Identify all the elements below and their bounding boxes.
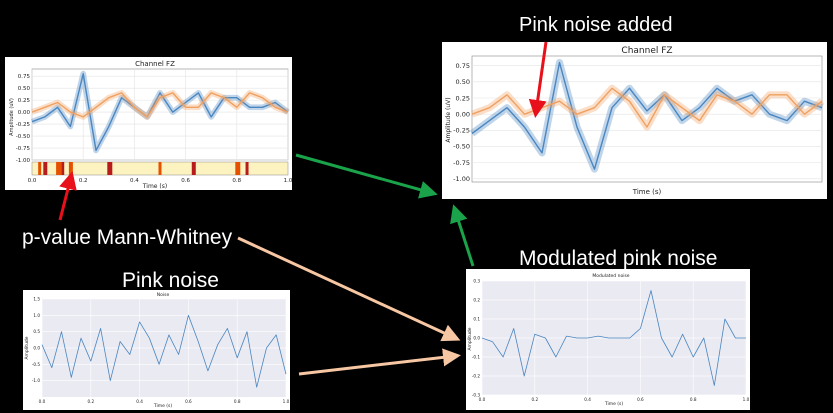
x-axis-label: Time (s) <box>153 403 173 409</box>
pvalue-bar <box>68 162 73 175</box>
series-line <box>41 314 287 388</box>
y-tick-label: -0.5 <box>32 362 41 367</box>
y-tick-label: 0.50 <box>456 78 470 86</box>
channel-fz-large-chart: Channel FZ 0.75 0.50 0.25 0.00 -0.25 -0.50 -0.… <box>445 46 825 196</box>
x-tick-label: 0.4 <box>130 178 139 184</box>
x-tick-label: 0.8 <box>232 178 241 184</box>
modulated-noise-chart: Modulated noise 0.3 0.2 0.1 0.0 -0.1 -0.2 -0.3… <box>467 273 750 407</box>
peach-arrow-pvalue-to-modulated <box>237 236 461 342</box>
y-tick-label: 0.50 <box>18 86 31 92</box>
x-axis-label: Time (s) <box>632 188 662 196</box>
x-axis-label: Time (s) <box>142 183 167 190</box>
pvalue-bar <box>245 162 249 175</box>
y-tick-label: 0.75 <box>18 74 31 80</box>
x-tick-label: 0.4 <box>584 397 591 402</box>
pvalue-bar <box>191 162 196 175</box>
modulated-pink-noise-label: Modulated pink noise <box>519 247 718 270</box>
y-tick-label: -1.0 <box>32 378 41 383</box>
y-tick-label: -0.3 <box>472 392 481 397</box>
y-tick-label: 0.00 <box>18 110 31 116</box>
pvalue-bar <box>38 162 42 175</box>
chart-title: Channel FZ <box>621 46 672 56</box>
pink-noise-chart: Noise 1.5 1.0 0.5 0.0 -0.5 -1.0 0.0 0.2 0.4 0.6 0… <box>24 292 290 409</box>
y-tick-label: -0.75 <box>16 146 31 152</box>
red-arrow-p-value <box>58 171 77 221</box>
pvalue-bar <box>61 162 65 175</box>
y-tick-label: 1.5 <box>33 296 40 301</box>
channel-fz-large-panel: Channel FZ 0.75 0.50 0.25 0.00 -0.25 -0.50 -0.… <box>442 42 827 199</box>
y-tick-label: 0.1 <box>473 316 480 321</box>
channel-fz-small-chart: Channel FZ 0.75 0.50 0.25 0.00 -0.25 -0.50 -0.… <box>9 60 292 190</box>
x-tick-label: 0.6 <box>637 397 644 402</box>
y-tick-label: 0.2 <box>473 297 480 302</box>
y-tick-label: 0.0 <box>473 335 480 340</box>
y-tick-label: 0.25 <box>456 94 470 102</box>
pvalue-bar <box>107 162 113 175</box>
x-tick-label: 0.8 <box>690 397 697 402</box>
x-axis-label: Time (s) <box>604 401 624 407</box>
pvalue-bar <box>56 162 62 175</box>
y-tick-label: 1.0 <box>33 313 40 318</box>
series-line <box>31 73 289 152</box>
y-tick-label: -1.00 <box>453 175 470 183</box>
chart-title: Modulated noise <box>592 273 629 279</box>
x-tick-label: 1.0 <box>743 397 750 402</box>
plot-area <box>471 55 823 183</box>
x-tick-label: 0.2 <box>79 178 88 184</box>
x-tick-label: 0.2 <box>87 399 94 404</box>
y-tick-label: 0.00 <box>456 110 470 118</box>
y-tick-label: 0.25 <box>18 98 31 104</box>
y-tick-label: -0.2 <box>472 373 481 378</box>
y-tick-label: -1.00 <box>16 158 31 164</box>
x-tick-label: 0.6 <box>181 178 190 184</box>
green-arrow-modulated-to-large <box>450 204 475 267</box>
y-tick-label: 0.3 <box>473 278 480 283</box>
pink-noise-label: Pink noise <box>122 269 219 292</box>
peach-arrow-pinknoise-to-modulated <box>298 348 461 376</box>
series-line <box>481 290 746 386</box>
series-line <box>471 61 823 170</box>
y-tick-label: -0.50 <box>453 143 470 151</box>
y-tick-label: -0.25 <box>16 122 31 128</box>
modulated-noise-panel: Modulated noise 0.3 0.2 0.1 0.0 -0.1 -0.2 -0.3… <box>466 269 750 410</box>
x-tick-label: 0.8 <box>234 399 241 404</box>
channel-fz-small-panel: Channel FZ 0.75 0.50 0.25 0.00 -0.25 -0.50 -0.… <box>5 57 292 190</box>
y-axis-label: Amplitude <box>467 327 473 350</box>
x-tick-label: 0.6 <box>185 399 192 404</box>
y-tick-label: -0.1 <box>472 354 481 359</box>
y-tick-label: -0.75 <box>453 159 470 167</box>
x-tick-label: 0.4 <box>136 399 143 404</box>
x-tick-label: 1.0 <box>284 178 292 184</box>
green-arrow-small-to-large <box>295 153 438 199</box>
series-line <box>31 92 289 118</box>
red-arrow-pink-noise-added <box>528 41 548 118</box>
x-tick-label: 0.2 <box>531 397 538 402</box>
y-tick-label: -0.25 <box>453 127 470 135</box>
chart-title: Noise <box>157 292 170 298</box>
pvalue-bar <box>43 162 48 175</box>
y-tick-label: 0.75 <box>456 62 470 70</box>
pvalue-bar <box>235 162 241 175</box>
x-tick-label: 0.0 <box>479 397 486 402</box>
p-value-label: p-value Mann-Whitney <box>22 226 233 249</box>
chart-title: Channel FZ <box>135 60 175 68</box>
y-tick-label: -0.50 <box>16 134 31 140</box>
x-tick-label: 0.0 <box>39 399 46 404</box>
y-axis-label: Amplitude (uV) <box>445 97 452 142</box>
pink-noise-added-label: Pink noise added <box>519 14 673 36</box>
x-tick-label: 0.0 <box>28 178 37 184</box>
pink-noise-panel: Noise 1.5 1.0 0.5 0.0 -0.5 -1.0 0.0 0.2 0.4 0.6 0… <box>23 290 290 410</box>
y-tick-label: 0.5 <box>33 329 40 334</box>
x-tick-label: 1.0 <box>283 399 290 404</box>
y-tick-label: 0.0 <box>33 345 40 350</box>
y-axis-label: Amplitude (uV) <box>9 98 15 136</box>
pvalue-bar <box>158 162 162 175</box>
plot-area <box>31 68 289 161</box>
y-axis-label: Amplitude <box>24 336 30 359</box>
